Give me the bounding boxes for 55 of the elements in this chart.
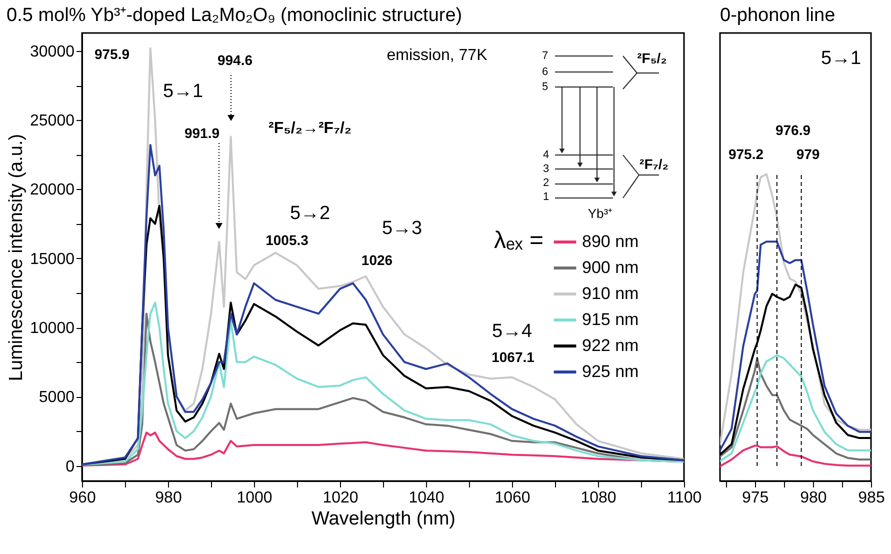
annotation: 5→2 xyxy=(290,203,330,224)
y-axis-title: Luminescence intensity (a.u.) xyxy=(6,134,28,382)
y-tick-label: 5000 xyxy=(38,389,75,406)
annotation: ²F₇/₂ xyxy=(640,156,668,172)
y-tick-label: 0 xyxy=(66,458,75,476)
x-tick-label: 1020 xyxy=(322,490,358,506)
legend-label: 890 nm xyxy=(582,232,639,251)
annotation: 994.6 xyxy=(217,52,253,68)
annotation: Yb³⁺ xyxy=(588,206,612,221)
chart-title: 0.5 mol% Yb³⁺-doped La₂Mo₂O₉ (monoclinic structure) xyxy=(6,5,462,26)
annotation: 5 xyxy=(542,81,548,93)
annotation: 5→4 xyxy=(492,321,532,342)
annotation: 6 xyxy=(542,66,548,78)
x-tick-label: 1100 xyxy=(667,490,702,506)
annotation: 991.9 xyxy=(184,125,220,141)
annotation: 975.9 xyxy=(94,46,130,62)
annotation: emission, 77K xyxy=(386,47,488,64)
legend-label: 925 nm xyxy=(582,362,639,381)
x-tick-label: 980 xyxy=(155,490,182,506)
x-tick-label: 985 xyxy=(858,490,885,506)
x-tick-label: 960 xyxy=(69,490,96,506)
x-tick-label: 1060 xyxy=(494,490,530,506)
annotation: 1 xyxy=(542,191,550,203)
legend-label: 900 nm xyxy=(582,258,639,277)
y-tick-label: 20000 xyxy=(30,182,75,199)
annotation: 1067.1 xyxy=(492,349,535,365)
annotation: ²F₅/₂→²F₇/₂ xyxy=(268,120,352,137)
annotation: 4 xyxy=(542,149,550,161)
annotation: 1026 xyxy=(361,252,393,268)
chart-title: 0-phonon line xyxy=(720,5,836,26)
x-tick-label: 1040 xyxy=(408,490,444,506)
legend-label: 910 nm xyxy=(582,284,639,303)
x-tick-label: 1080 xyxy=(580,490,616,506)
text: 976.9 xyxy=(775,122,811,138)
y-tick-label: 15000 xyxy=(30,250,75,268)
annotation: 5→3 xyxy=(382,218,422,239)
legend-label: 915 nm xyxy=(582,310,639,329)
x-tick-label: 975 xyxy=(742,490,769,506)
x-tick-label: 1000 xyxy=(236,490,272,506)
x-axis-title: Wavelength (nm) xyxy=(312,508,456,530)
text: 979 xyxy=(796,146,820,162)
text: 975.2 xyxy=(728,146,764,162)
annotation: 7 xyxy=(542,50,548,62)
y-tick-label: 30000 xyxy=(30,43,75,60)
legend-label: 922 nm xyxy=(582,336,639,355)
legend-title: λₑₓ = xyxy=(494,227,544,254)
annotation: 3 xyxy=(542,163,550,175)
annotation: ²F₅/₂ xyxy=(637,50,667,66)
annotation: 5→1 xyxy=(162,81,204,102)
y-tick-label: 10000 xyxy=(30,320,75,338)
y-tick-label: 25000 xyxy=(30,112,75,130)
x-tick-label: 980 xyxy=(800,490,827,506)
text: 5→1 xyxy=(820,48,862,69)
annotation: 1005.3 xyxy=(266,232,309,248)
annotation: 2 xyxy=(542,177,550,189)
